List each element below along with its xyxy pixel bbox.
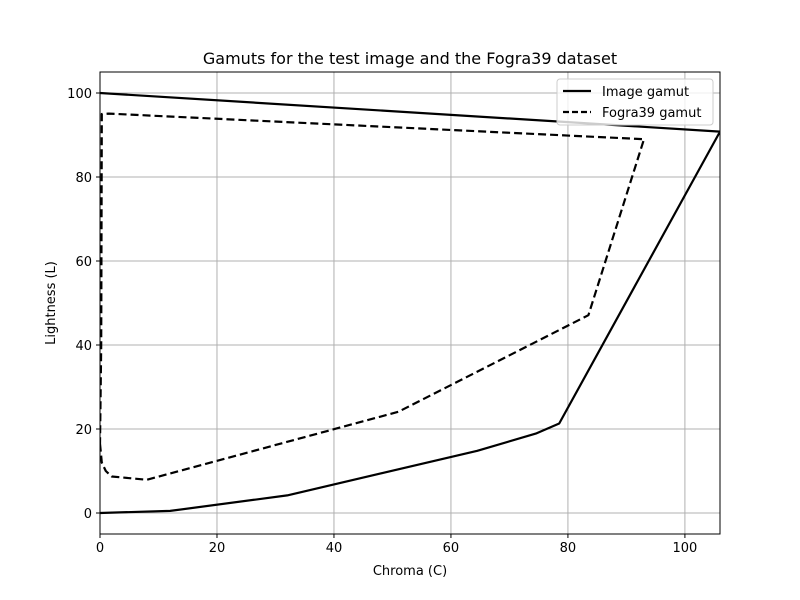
- y-tick-label: 0: [84, 507, 92, 522]
- y-axis-title: Lightness (L): [44, 261, 59, 345]
- axis-ticks: 0 20 40 60 80 100 0 20 40 60 80 100: [67, 87, 697, 556]
- series-line-image-gamut: [100, 91, 720, 515]
- x-tick-label: 60: [443, 541, 460, 556]
- y-tick-label: 60: [75, 255, 92, 270]
- y-tick-label: 20: [75, 423, 92, 438]
- chart-title: Gamuts for the test image and the Fogra3…: [203, 49, 617, 68]
- x-tick-label: 80: [560, 541, 577, 556]
- x-axis-title: Chroma (C): [373, 564, 447, 579]
- legend-label: Image gamut: [602, 85, 689, 100]
- y-tick-label: 40: [75, 339, 92, 354]
- x-tick-label: 100: [672, 541, 697, 556]
- plot-frame: [99, 71, 721, 535]
- legend: Image gamut Fogra39 gamut: [556, 78, 714, 126]
- y-tick-label: 80: [75, 171, 92, 186]
- x-tick-label: 40: [326, 541, 343, 556]
- y-tick-label: 100: [67, 87, 92, 102]
- x-tick-label: 20: [209, 541, 226, 556]
- x-tick-label: 0: [96, 541, 104, 556]
- series-lines: [100, 91, 720, 515]
- series-line-fogra39-gamut: [100, 112, 646, 481]
- legend-label: Fogra39 gamut: [602, 106, 701, 121]
- grid-lines: [99, 72, 720, 534]
- legend-box: [556, 78, 714, 126]
